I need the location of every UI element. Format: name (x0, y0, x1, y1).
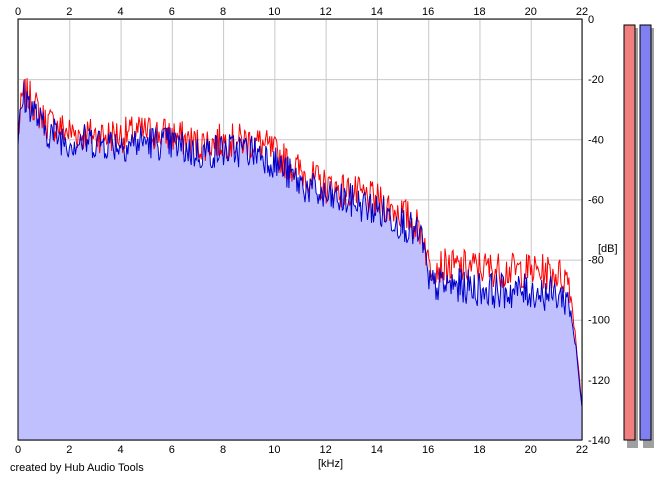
x-tick-label-top: 0 (15, 6, 21, 18)
y-tick-label: 0 (588, 14, 594, 26)
x-tick-label-bottom: 14 (371, 444, 383, 456)
y-tick-labels: 0 -20 -40 -60 -80 -100 -120 -140 (588, 14, 610, 447)
x-tick-label-top: 2 (66, 6, 72, 18)
x-tick-label-bottom: 2 (66, 444, 72, 456)
x-tick-label-bottom: 4 (117, 444, 123, 456)
y-tick-label: -120 (588, 375, 610, 387)
spectrum-fill-area (18, 81, 582, 441)
y-tick-label: -40 (588, 134, 604, 146)
y-tick-label: -100 (588, 315, 610, 327)
x-tick-label-bottom: 22 (576, 444, 588, 456)
series-layer (17, 78, 583, 407)
y-tick-label: -140 (588, 435, 610, 447)
x-tick-label-top: 16 (422, 6, 434, 18)
y-tick-label: -60 (588, 194, 604, 206)
x-axis-label: [kHz] (318, 458, 343, 470)
x-tick-label-bottom: 12 (320, 444, 332, 456)
level-bar (639, 24, 652, 441)
y-axis-label: [dB] (598, 243, 618, 255)
x-tick-label-top: 8 (220, 6, 226, 18)
x-tick-label-top: 22 (576, 6, 588, 18)
x-tick-label-bottom: 10 (268, 444, 280, 456)
x-tick-label-bottom: 6 (169, 444, 175, 456)
x-tick-label-top: 6 (169, 6, 175, 18)
y-tick-label: -20 (588, 74, 604, 86)
footer-credit: created by Hub Audio Tools (10, 462, 144, 474)
x-tick-label-top: 18 (473, 6, 485, 18)
x-tick-label-top: 12 (320, 6, 332, 18)
x-tick-label-bottom: 16 (422, 444, 434, 456)
y-tick-label: -80 (588, 255, 604, 267)
level-meters (623, 24, 654, 448)
x-tick-label-top: 14 (371, 6, 383, 18)
x-tick-label-top: 20 (525, 6, 537, 18)
x-tick-label-bottom: 18 (473, 444, 485, 456)
x-tick-label-bottom: 0 (15, 444, 21, 456)
x-tick-label-bottom: 20 (525, 444, 537, 456)
x-tick-label-top: 4 (117, 6, 123, 18)
x-tick-label-bottom: 8 (220, 444, 226, 456)
series-line-blue (17, 81, 583, 407)
spectrum-fill-layer (18, 81, 582, 441)
x-tick-labels-bottom: 0 2 4 6 8 10 12 14 16 18 20 22 (15, 444, 588, 456)
x-tick-label-top: 10 (268, 6, 280, 18)
level-bar (623, 24, 636, 441)
plot-border (17, 18, 583, 441)
x-tick-labels-top: 0 2 4 6 8 10 12 14 16 18 20 22 (15, 6, 588, 18)
